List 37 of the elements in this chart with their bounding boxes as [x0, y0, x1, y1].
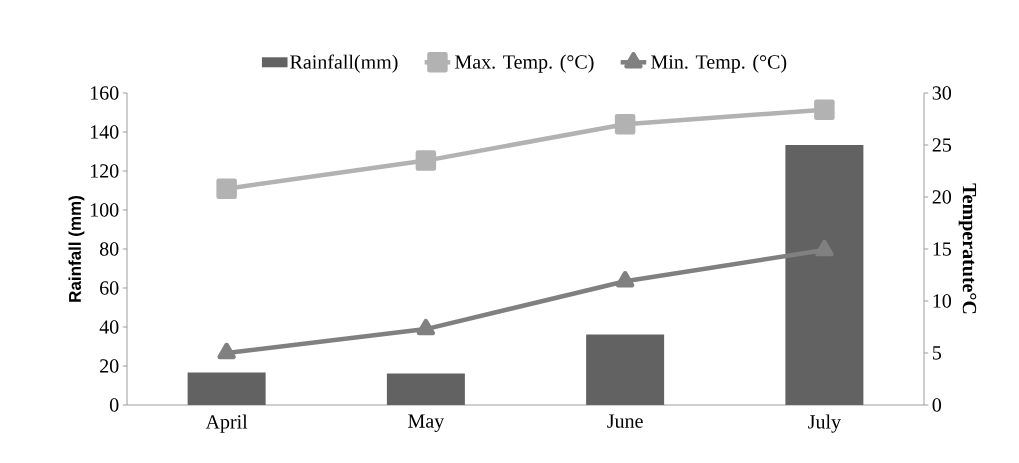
- y-axis-title: Rainfall (mm): [68, 196, 85, 302]
- point: [415, 150, 437, 171]
- y-tick-label: 100: [90, 203, 119, 217]
- bar: [586, 334, 665, 405]
- y-tick-label: 60: [100, 281, 119, 295]
- point: [217, 342, 236, 360]
- point: [216, 178, 237, 199]
- y2-tick-label: 5: [932, 346, 942, 360]
- y2-tick-label: 30: [932, 86, 952, 100]
- x-tick-label: July: [808, 414, 841, 433]
- legend-label: Max. Temp. (°C): [455, 54, 594, 73]
- legend-label: Rainfall(mm): [290, 54, 398, 73]
- y-tick-label: 0: [109, 398, 119, 412]
- y-tick-label: 80: [99, 242, 119, 256]
- y2-tick-label: 15: [933, 242, 952, 256]
- bar: [386, 373, 465, 405]
- point: [814, 99, 835, 120]
- y-tick-label: 20: [100, 359, 119, 373]
- bar: [785, 145, 864, 405]
- y2-tick-label: 25: [932, 138, 952, 152]
- point: [615, 270, 635, 288]
- point: [815, 239, 834, 257]
- x-tick-label: June: [607, 414, 643, 428]
- y-tick-label: 120: [90, 164, 119, 178]
- legend-label: Min. Temp. (°C): [651, 54, 787, 73]
- y-tick-label: 40: [99, 320, 119, 334]
- y2-tick-label: 0: [932, 398, 942, 412]
- x-tick-label: May: [408, 414, 445, 432]
- y-tick-label: 140: [90, 125, 119, 139]
- y-tick-label: 160: [90, 86, 119, 100]
- y2-axis-title: Temperatute°C: [958, 183, 977, 314]
- point: [614, 113, 636, 135]
- x-tick-label: April: [205, 414, 248, 433]
- bar: [187, 372, 266, 405]
- y2-tick-label: 20: [932, 190, 952, 204]
- point: [416, 318, 436, 336]
- y2-tick-label: 10: [933, 294, 952, 308]
